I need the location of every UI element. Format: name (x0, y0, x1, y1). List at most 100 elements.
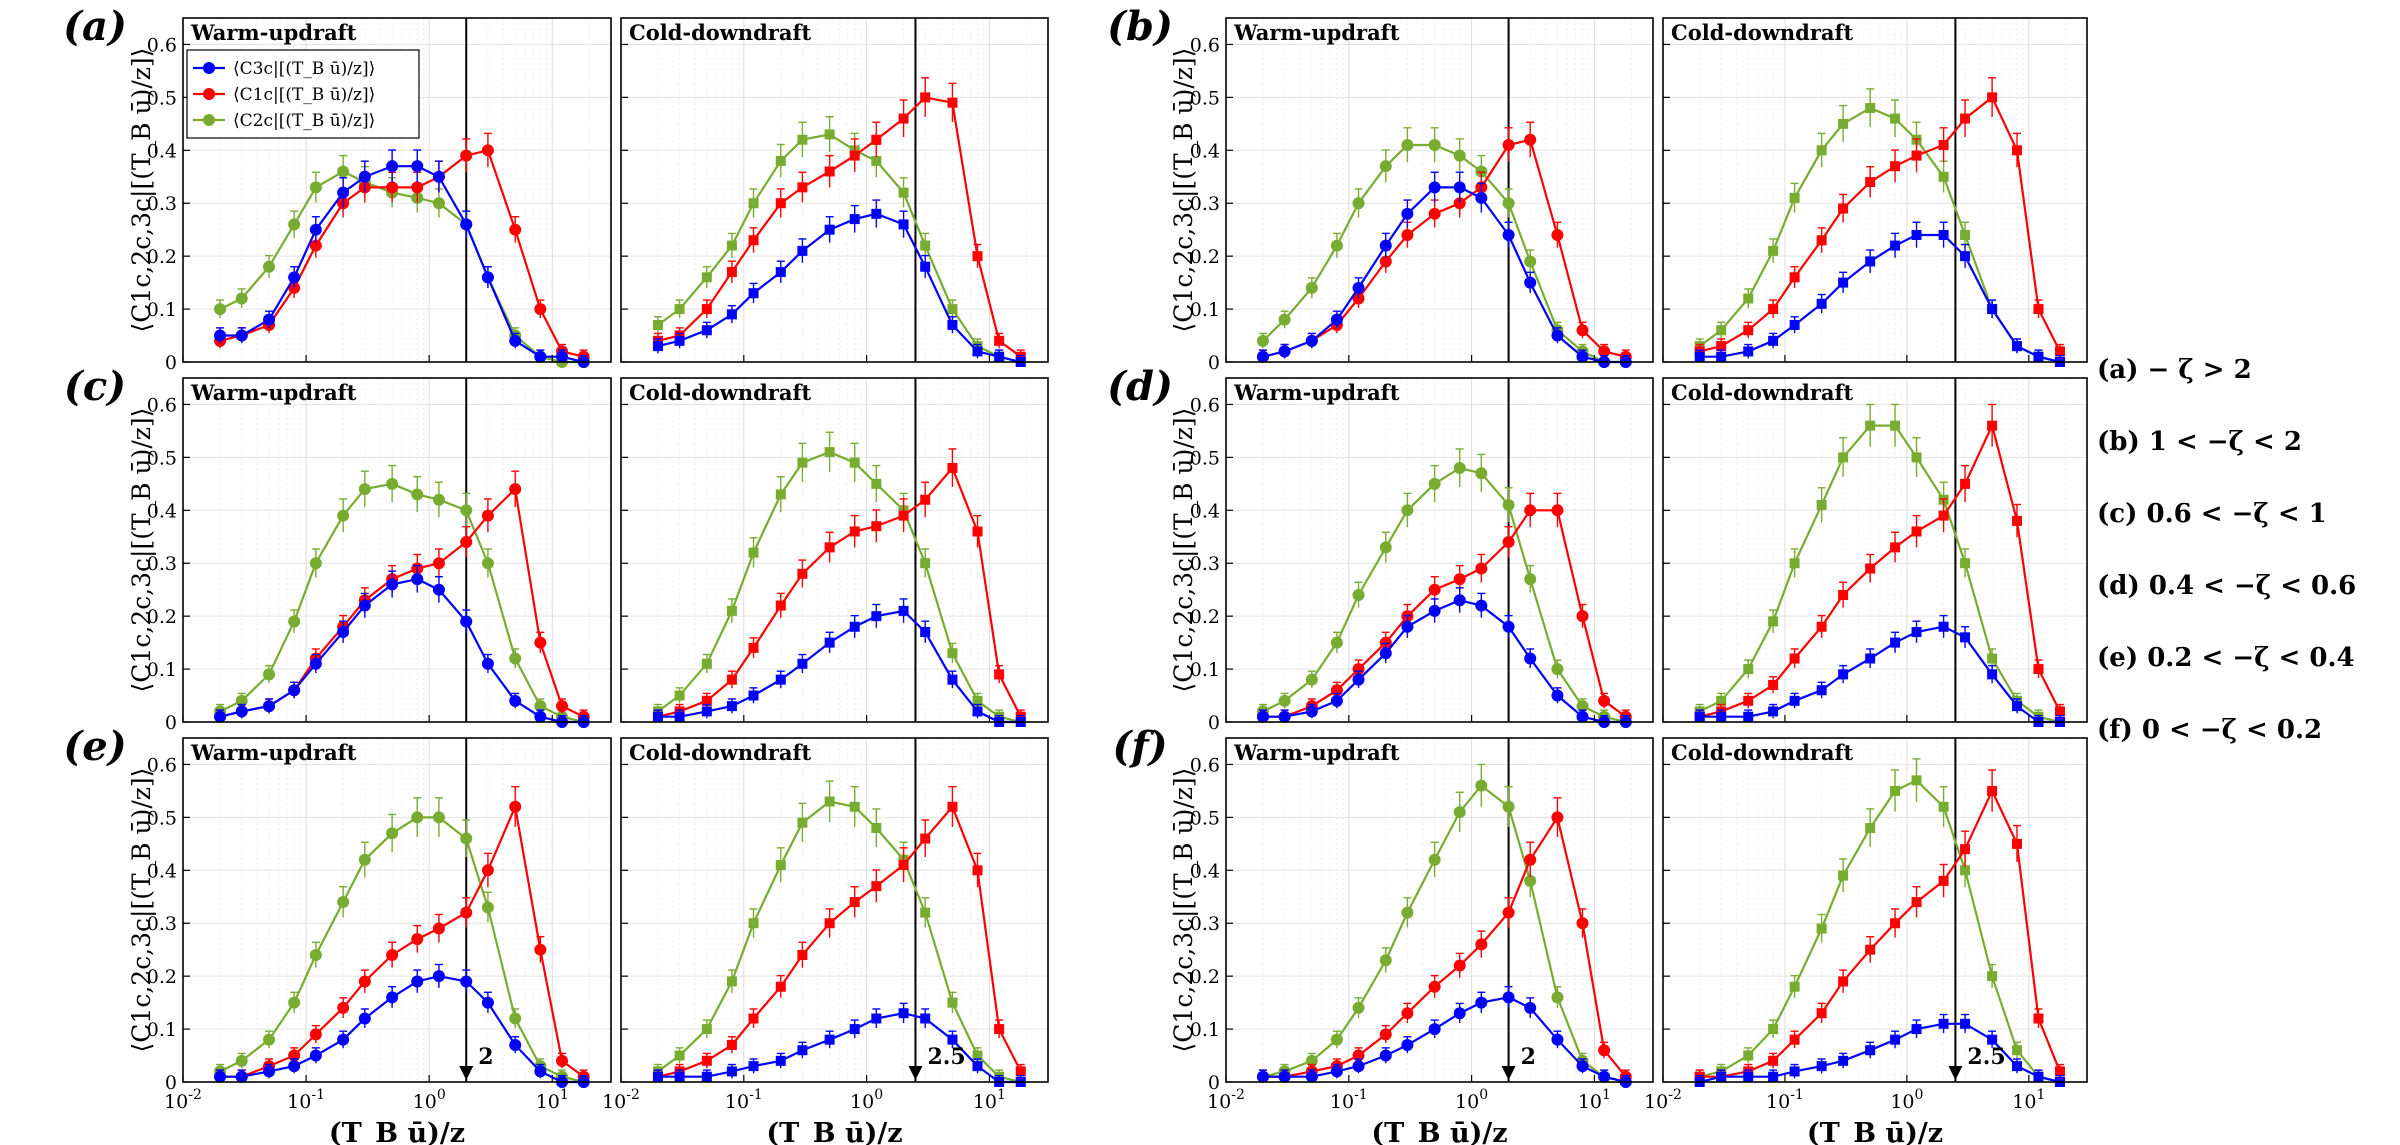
marker-C2c (920, 240, 931, 251)
marker-C2c (1278, 694, 1291, 707)
panel-letter-f: (f) (1112, 723, 1167, 770)
marker-C2c (309, 557, 322, 570)
marker-C2c (1551, 663, 1564, 676)
marker-C2c (1524, 874, 1537, 887)
marker-C1c (1911, 897, 1922, 908)
marker-C1c (748, 1013, 759, 1024)
marker-C3c (1551, 1033, 1564, 1046)
marker-C1c (994, 335, 1005, 346)
marker-C3c (509, 694, 522, 707)
marker-C1c (556, 1054, 569, 1067)
marker-C1c (481, 144, 494, 157)
marker-C3c (947, 319, 958, 330)
marker-C1c (920, 92, 931, 103)
y-tick-label: 0.2 (1190, 966, 1220, 988)
series-line-C3c (1699, 625, 2060, 724)
marker-C1c (1453, 959, 1466, 972)
y-tick-label: 0.6 (1190, 754, 1220, 776)
series-C3c (1256, 986, 1632, 1088)
marker-C3c (674, 335, 685, 346)
marker-C3c (1865, 256, 1876, 267)
marker-C2c (1428, 853, 1441, 866)
marker-C1c (1352, 292, 1365, 305)
marker-C2c (1743, 1050, 1754, 1061)
marker-C1c (556, 700, 569, 713)
marker-C3c (871, 611, 882, 622)
marker-C2c (972, 695, 983, 706)
marker-C2c (1551, 991, 1564, 1004)
axes-frame (182, 737, 612, 1083)
marker-C1c (358, 975, 371, 988)
series-line-C3c (1263, 996, 1627, 1084)
marker-C1c (1475, 562, 1488, 575)
marker-C1c (386, 948, 399, 961)
marker-C3c (824, 637, 835, 648)
marker-C2c (432, 811, 445, 824)
marker-C2c (1524, 573, 1537, 586)
marker-C2c (1768, 616, 1779, 627)
marker-C1c (1960, 844, 1971, 855)
marker-C3c (432, 170, 445, 183)
x-tick-label: 101 (1578, 1087, 1611, 1113)
marker-C1c (1524, 133, 1537, 146)
marker-C1c (509, 483, 522, 496)
subplot-e-warm-updraft: 0 0.1 0.2 0.3 0.4 0.5 0.6 10-2 10-1 100 101 (T_B ū)… (147, 737, 612, 1145)
marker-C1c (849, 526, 860, 537)
series-line-C3c (1263, 599, 1626, 724)
marker-C3c (994, 351, 1005, 362)
axes-frame (620, 377, 1049, 723)
marker-C2c (263, 668, 276, 681)
marker-C3c (1890, 637, 1901, 648)
marker-C2c (1838, 452, 1849, 463)
marker-C2c (824, 129, 835, 140)
series-line-C1c (1699, 788, 2061, 1078)
marker-C1c (726, 674, 737, 685)
marker-C1c (797, 568, 808, 579)
marker-C2c (358, 853, 371, 866)
marker-C3c (1838, 669, 1849, 680)
subplot-title: Warm-updraft (1233, 20, 1400, 45)
marker-C3c (411, 573, 424, 586)
marker-C1c (1598, 694, 1611, 707)
series-C2c (1256, 448, 1632, 728)
marker-C1c (1502, 906, 1515, 919)
gridlines (1662, 738, 2088, 1083)
marker-C3c (898, 1008, 909, 1019)
series-C1c (1694, 77, 2065, 359)
marker-C1c (1816, 1008, 1827, 1019)
marker-C1c (1428, 980, 1441, 993)
marker-C3c (214, 710, 227, 723)
marker-C2c (674, 304, 685, 315)
marker-C3c (1305, 1070, 1318, 1083)
marker-C2c (386, 827, 399, 840)
marker-C3c (1789, 319, 1800, 330)
marker-C2c (1305, 1054, 1318, 1067)
marker-C2c (1987, 971, 1998, 982)
vline-annotation: 2 (1521, 1044, 1536, 1070)
marker-C3c (2033, 351, 2044, 362)
marker-C3c (337, 626, 350, 639)
marker-C3c (1960, 251, 1971, 262)
series-line-C1c (220, 802, 585, 1078)
marker-C1c (481, 864, 494, 877)
marker-C1c (1576, 324, 1589, 337)
marker-C3c (1768, 335, 1779, 346)
marker-C1c (1379, 1028, 1392, 1041)
marker-C1c (1551, 504, 1564, 517)
marker-C1c (1890, 542, 1901, 553)
marker-C3c (1576, 350, 1589, 363)
series-line-C2c (219, 482, 584, 724)
marker-C3c (1743, 346, 1754, 357)
marker-C2c (824, 447, 835, 458)
marker-C3c (1379, 647, 1392, 660)
marker-C2c (1838, 118, 1849, 129)
marker-C2c (871, 155, 882, 166)
y-axis-label: ⟨C1c,2c,3c|[(T_B ū)/z]⟩ (127, 48, 157, 333)
marker-C3c (920, 627, 931, 638)
subplot-title: Warm-updraft (1233, 380, 1400, 405)
series-C3c (214, 149, 590, 368)
x-axis-label: (T_B ū)/z (329, 1118, 465, 1145)
marker-C2c (1865, 822, 1876, 833)
series-line-C3c (220, 975, 584, 1084)
stability-class-label: (f) 0 < −ζ < 0.2 (2097, 715, 2322, 745)
